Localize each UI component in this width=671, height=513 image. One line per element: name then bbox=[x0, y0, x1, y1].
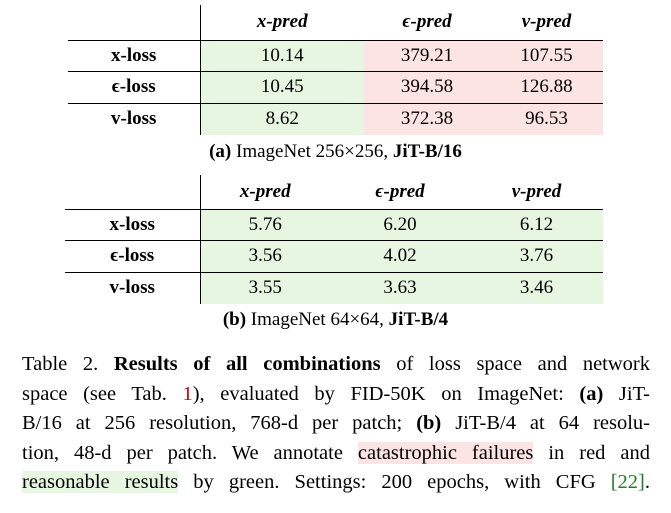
corner-cell bbox=[68, 5, 201, 40]
caption-line: reasonable results by green. Settings: 2… bbox=[22, 468, 650, 498]
text: ), evaluated by FID-50K on ImageNet: bbox=[192, 382, 580, 405]
table-ref[interactable]: 1 bbox=[182, 382, 193, 405]
column-header: ϵ-pred bbox=[402, 11, 452, 33]
cell: 3.63 bbox=[330, 272, 470, 304]
cell: 3.46 bbox=[470, 272, 603, 304]
row-header: v-loss bbox=[68, 103, 201, 135]
header-row: x-pred ϵ-pred v-pred bbox=[65, 175, 603, 209]
cell: 6.20 bbox=[330, 209, 470, 241]
data-row: ϵ-loss 3.56 4.02 3.76 bbox=[65, 240, 603, 272]
row-header: ϵ-loss bbox=[68, 71, 201, 103]
text: Table 2. bbox=[22, 353, 114, 375]
cell: 107.55 bbox=[490, 40, 603, 72]
column-header: x-pred bbox=[239, 180, 291, 202]
column-header: x-pred bbox=[256, 11, 308, 33]
red-highlight: catastrophic failures bbox=[357, 441, 534, 464]
cell: 96.53 bbox=[490, 103, 603, 135]
cell: 6.12 bbox=[470, 209, 603, 241]
green-highlight: reasonable results bbox=[22, 471, 179, 493]
caption-line: Table 2. Results of all combinations of … bbox=[22, 350, 650, 380]
subcaption-part: ImageNet 256×256, bbox=[231, 141, 393, 162]
data-row: x-loss 5.76 6.20 6.12 bbox=[65, 209, 603, 241]
row-header: x-loss bbox=[68, 40, 201, 72]
caption-line: space (see Tab. 1), evaluated by FID-50K… bbox=[22, 380, 650, 410]
bold-text: (b) bbox=[416, 412, 442, 434]
subcaption-part: (a) bbox=[209, 141, 232, 162]
cell: 3.55 bbox=[200, 272, 330, 304]
cell: 372.38 bbox=[364, 103, 490, 135]
data-row: ϵ-loss 10.45 394.58 126.88 bbox=[68, 71, 603, 103]
subcaption-part: JiT-B/4 bbox=[388, 309, 449, 330]
cell: 10.14 bbox=[200, 40, 364, 72]
cell: 3.76 bbox=[470, 240, 603, 272]
caption-line: tion, 48-d per patch. We annotate catast… bbox=[22, 439, 650, 469]
cell: 8.62 bbox=[200, 103, 364, 135]
cell: 394.58 bbox=[364, 71, 490, 103]
text: by green. Settings: 200 epochs, with CFG bbox=[178, 471, 611, 493]
row-header: x-loss bbox=[65, 209, 201, 241]
text: JiT-B/4 at 64 resolu- bbox=[441, 412, 651, 434]
bold-text: Results of all combinations bbox=[113, 353, 381, 375]
cell: 126.88 bbox=[490, 71, 603, 103]
caption: Table 2. Results of all combinations of … bbox=[22, 350, 650, 498]
citation[interactable]: [22] bbox=[610, 471, 645, 493]
text: B/16 at 256 resolution, 768-d per patch; bbox=[22, 412, 417, 434]
text: JiT- bbox=[603, 382, 651, 405]
row-header: v-loss bbox=[65, 272, 201, 304]
subcaption: (b) ImageNet 64×64, JiT-B/4 bbox=[0, 309, 671, 331]
subcaption-part: JiT-B/16 bbox=[392, 141, 462, 162]
cell: 10.45 bbox=[200, 71, 364, 103]
row-header: ϵ-loss bbox=[65, 240, 201, 272]
cell: 3.56 bbox=[200, 240, 330, 272]
subcaption-part: (b) bbox=[222, 309, 247, 330]
text: of loss space and network bbox=[380, 353, 651, 375]
text: in red and bbox=[533, 441, 650, 464]
corner-cell bbox=[65, 175, 201, 209]
caption-line: B/16 at 256 resolution, 768-d per patch;… bbox=[22, 409, 650, 439]
results-table: x-pred ϵ-pred v-pred x-loss 5.76 6.20 6.12 ϵ-lo… bbox=[65, 175, 603, 304]
bold-text: (a) bbox=[579, 382, 604, 405]
column-header: v-pred bbox=[521, 11, 572, 33]
text: tion, 48-d per patch. We annotate bbox=[22, 441, 358, 464]
column-header: ϵ-pred bbox=[375, 180, 425, 202]
cell: 379.21 bbox=[364, 40, 490, 72]
results-table: x-pred ϵ-pred v-pred x-loss 10.14 379.21 107.5… bbox=[68, 5, 603, 135]
column-header: v-pred bbox=[511, 180, 562, 202]
text: . bbox=[644, 471, 650, 493]
header-row: x-pred ϵ-pred v-pred bbox=[68, 5, 603, 40]
subcaption-part: ImageNet 64×64, bbox=[246, 309, 389, 330]
text: space (see Tab. bbox=[22, 382, 183, 405]
data-row: x-loss 10.14 379.21 107.55 bbox=[68, 40, 603, 72]
data-row: v-loss 8.62 372.38 96.53 bbox=[68, 103, 603, 135]
cell: 5.76 bbox=[200, 209, 330, 241]
subcaption: (a) ImageNet 256×256, JiT-B/16 bbox=[0, 141, 671, 163]
cell: 4.02 bbox=[330, 240, 470, 272]
data-row: v-loss 3.55 3.63 3.46 bbox=[65, 272, 603, 304]
